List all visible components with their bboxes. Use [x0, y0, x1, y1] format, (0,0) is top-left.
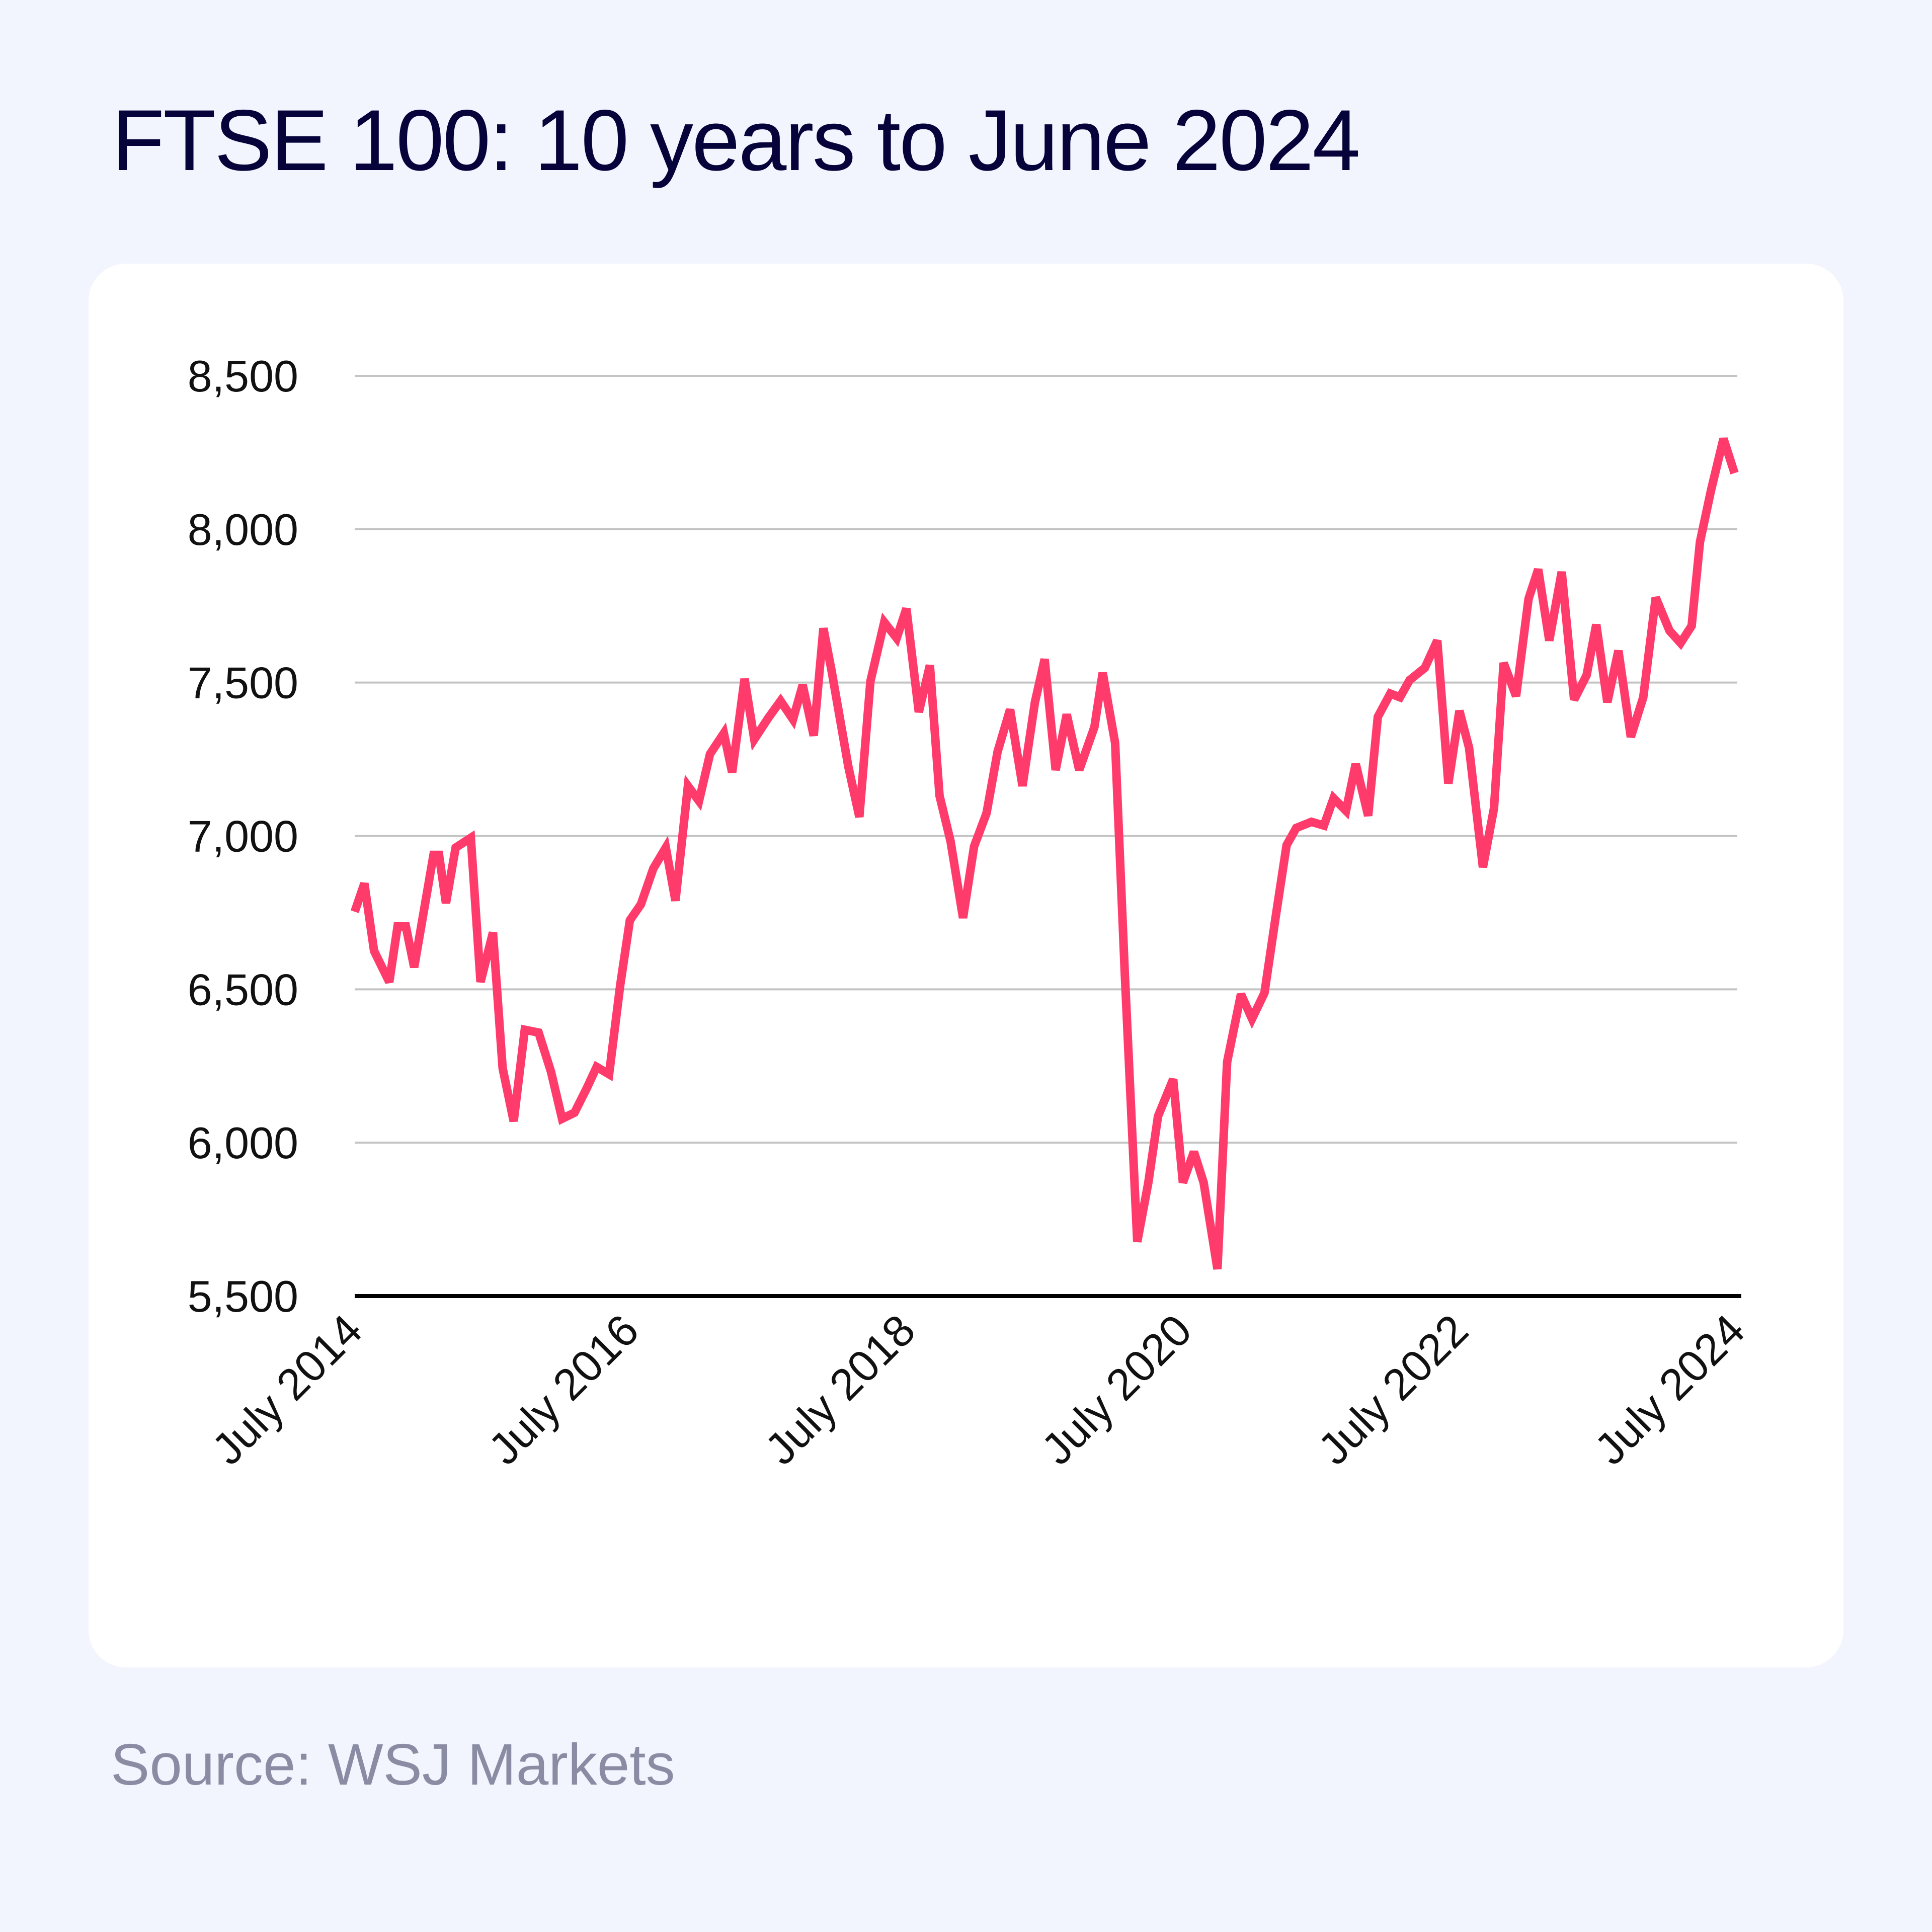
- series-layer: [350, 437, 1739, 1270]
- x-tick-label: July 2020: [1032, 1305, 1201, 1474]
- y-tick-label: 5,500: [188, 1271, 298, 1321]
- x-tick-label: July 2022: [1308, 1305, 1477, 1474]
- x-tick-label: July 2014: [202, 1305, 371, 1474]
- y-tick-label: 6,000: [188, 1118, 298, 1168]
- ftse-100-line: [350, 437, 1739, 1270]
- x-tick-label: July 2018: [755, 1305, 924, 1474]
- y-tick-label: 8,500: [188, 351, 298, 401]
- y-tick-label: 8,000: [188, 505, 298, 554]
- y-axis-labels: 8,500 8,000 7,500 7,000 6,500 6,000 5,500: [188, 351, 298, 1321]
- y-tick-label: 7,000: [188, 812, 298, 861]
- x-tick-label: July 2016: [479, 1305, 648, 1474]
- chart-title: FTSE 100: 10 years to June 2024: [112, 92, 1360, 189]
- gridlines: [355, 375, 1741, 1298]
- source-note: Source: WSJ Markets: [111, 1732, 675, 1797]
- x-axis-labels: July 2014 July 2016 July 2018 July 2020 July…: [202, 1305, 1754, 1474]
- y-tick-label: 7,500: [188, 658, 298, 708]
- y-tick-label: 6,500: [188, 964, 298, 1014]
- x-tick-label: July 2024: [1585, 1305, 1754, 1474]
